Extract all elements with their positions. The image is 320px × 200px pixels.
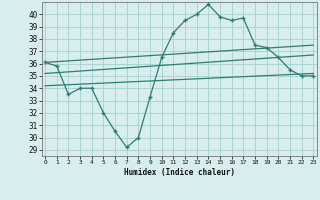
X-axis label: Humidex (Indice chaleur): Humidex (Indice chaleur) bbox=[124, 168, 235, 177]
